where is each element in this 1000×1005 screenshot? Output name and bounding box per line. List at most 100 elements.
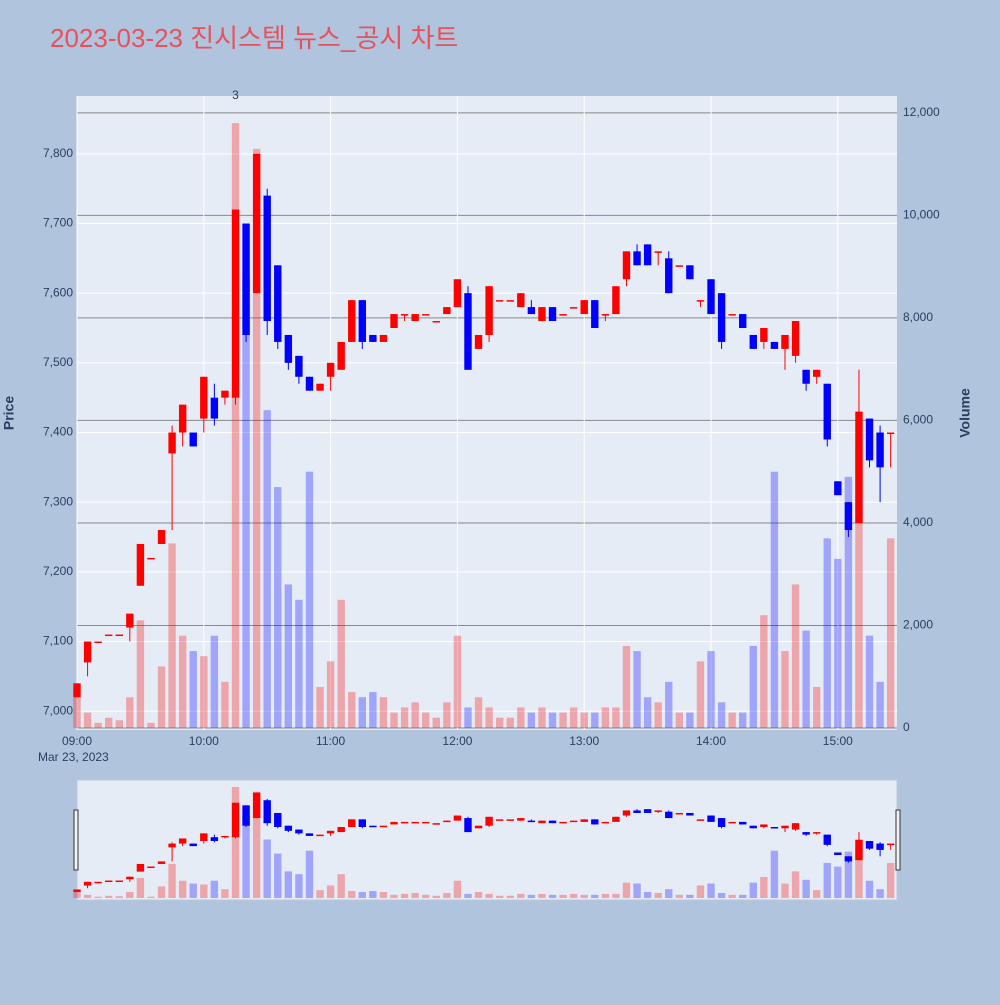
- candle-body: [791, 321, 800, 356]
- volume-bar: [548, 712, 557, 728]
- volume-bar: [643, 697, 652, 728]
- candle-body: [559, 821, 567, 824]
- volume-bar: [569, 893, 578, 898]
- volume-bar: [369, 692, 377, 728]
- annotation: 3: [232, 88, 239, 102]
- volume-bar: [200, 656, 208, 728]
- candle-body: [591, 819, 599, 825]
- volume-bar: [274, 853, 282, 898]
- volume-bar: [495, 717, 504, 728]
- slider-handle[interactable]: [895, 809, 901, 871]
- candle-body: [178, 404, 187, 433]
- candle-body: [865, 841, 874, 849]
- volume-bar: [157, 886, 166, 898]
- volume-bar: [717, 702, 726, 728]
- candle-body: [252, 153, 261, 294]
- volume-bar: [728, 894, 736, 898]
- volume-bar: [548, 894, 557, 898]
- volume-bar: [591, 894, 599, 898]
- volume-bar: [527, 894, 536, 898]
- candle-body: [548, 307, 557, 322]
- candle-body: [348, 300, 356, 342]
- candle-body: [115, 880, 123, 883]
- candle-body: [358, 300, 367, 342]
- candle-body: [284, 334, 293, 363]
- candle-body: [485, 816, 493, 826]
- slider-handle[interactable]: [73, 809, 79, 871]
- volume-bar: [643, 891, 652, 898]
- volume-bar: [612, 707, 620, 728]
- volume-bar: [105, 895, 113, 898]
- y-tick-label: 7,300: [43, 494, 73, 508]
- volume-bar: [633, 883, 641, 898]
- volume-bar: [126, 697, 134, 728]
- volume-bar: [157, 666, 166, 728]
- volume-bar: [569, 707, 578, 728]
- candle-body: [390, 314, 398, 329]
- volume-bar: [358, 697, 367, 728]
- x-tick-label: 11:00: [316, 734, 345, 748]
- volume-bar: [728, 712, 736, 728]
- volume-bar: [231, 123, 240, 728]
- volume-bar: [422, 894, 430, 898]
- volume-bar: [305, 471, 314, 728]
- y2-axis-label: Volume: [957, 388, 973, 438]
- candle-body: [665, 811, 673, 819]
- candle-body: [305, 833, 314, 836]
- candle-body: [295, 355, 303, 377]
- candle-body: [844, 856, 853, 862]
- candle-body: [749, 825, 757, 829]
- candle-body: [665, 258, 673, 294]
- candle-body: [316, 834, 324, 837]
- candle-body: [739, 314, 747, 329]
- candle-body: [348, 819, 356, 827]
- volume-bar: [400, 707, 409, 728]
- candle-body: [369, 334, 377, 342]
- volume-bar: [295, 874, 303, 898]
- y2-tick-label: 2,000: [903, 618, 933, 632]
- candle-body: [485, 286, 493, 335]
- candle-body: [728, 314, 736, 316]
- candle-body: [189, 432, 197, 447]
- volume-bar: [73, 697, 81, 728]
- y2-tick-label: 10,000: [903, 208, 940, 222]
- volume-bar: [876, 681, 884, 728]
- candle-body: [274, 812, 282, 827]
- candle-body: [94, 641, 102, 644]
- candle-body: [178, 838, 187, 844]
- candle-body: [231, 802, 240, 838]
- candle-body: [474, 334, 483, 349]
- volume-bar: [231, 786, 240, 898]
- candle-body: [495, 819, 504, 821]
- candle-body: [326, 830, 335, 834]
- candle-body: [115, 634, 123, 637]
- candle-body: [474, 825, 483, 829]
- candle-body: [147, 866, 155, 869]
- y2-tick-label: 6,000: [903, 413, 933, 427]
- candle-body: [453, 815, 462, 821]
- candle-body: [326, 362, 335, 377]
- volume-bar: [855, 446, 863, 728]
- candle-body: [379, 334, 388, 342]
- volume-bar: [263, 839, 271, 898]
- candle-body: [834, 852, 842, 856]
- volume-bar: [485, 893, 493, 898]
- volume-bar: [538, 893, 546, 898]
- volume-bar: [781, 651, 789, 728]
- y-tick-label: 7,200: [43, 564, 73, 578]
- volume-bar: [823, 862, 831, 898]
- candle-body: [569, 307, 578, 309]
- candle-body: [823, 383, 831, 440]
- volume-bar: [337, 874, 345, 898]
- y2-tick-label: 8,000: [903, 310, 933, 324]
- volume-bar: [622, 882, 631, 898]
- volume-bar: [834, 558, 842, 728]
- candle-body: [601, 314, 610, 316]
- candle-body: [411, 821, 419, 824]
- volume-bar: [739, 894, 747, 898]
- volume-bar: [189, 883, 197, 898]
- volume-bar: [210, 635, 219, 728]
- x-tick-label: 13:00: [569, 734, 599, 748]
- candle-body: [189, 843, 197, 847]
- volume-bar: [390, 894, 398, 898]
